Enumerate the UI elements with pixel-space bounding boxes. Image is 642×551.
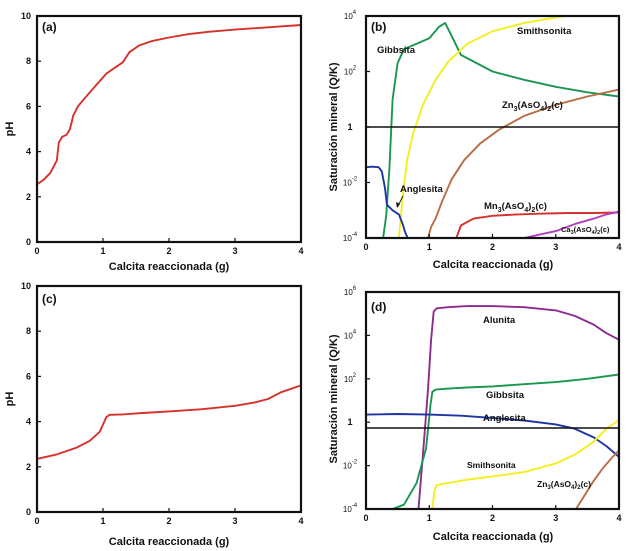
panel-d-series <box>366 305 619 509</box>
panel-b-x-tick-label: 2 <box>490 242 495 252</box>
panel-b-y-tick-label: 1 <box>347 122 352 132</box>
chart-panel-d: 0 1 2 3 4 106 104 102 1 10-2 10-4 (d) Calcita reac… <box>328 286 622 543</box>
panel-c-series-line-ph <box>37 384 301 460</box>
panel-a-y-tick-label: 6 <box>26 101 31 111</box>
panel-a-y-tick-label: 2 <box>26 192 31 202</box>
panel-b-y-tick-label: 104 <box>344 10 357 21</box>
panel-b-series-line-ca3-aso4-2-c <box>523 210 619 238</box>
panel-d-y-tick-label: 104 <box>344 329 357 340</box>
panel-d-x-tick-label: 4 <box>616 513 621 523</box>
panel-a-label: (a) <box>42 20 57 34</box>
panel-c-y-tick-label: 4 <box>26 417 31 427</box>
panel-b-series-line-anglesita <box>366 165 409 238</box>
panel-d-label-alunita: Alunita <box>483 315 516 326</box>
panel-d-series-line-anglesita <box>366 413 619 458</box>
panel-a-x-tick-label: 1 <box>100 246 105 256</box>
panel-a-ticks: 0 1 2 3 4 0 2 4 6 8 10 <box>21 11 304 256</box>
panel-d-y-tick-label: 10-2 <box>343 460 358 471</box>
panel-d-y-tick-label: 1 <box>347 417 352 427</box>
panel-a-series-line-ph <box>37 24 301 186</box>
panel-c-xlabel: Calcita reaccionada (g) <box>109 536 230 548</box>
panel-d-x-tick-label: 0 <box>363 513 368 523</box>
panel-c-x-tick-label: 1 <box>100 516 105 526</box>
panel-b-label-gibbsita: Gibbsita <box>377 45 416 56</box>
panel-d-y-tick-label: 10-4 <box>343 503 358 514</box>
panel-a-x-tick-label: 4 <box>298 246 303 256</box>
panel-b-anglesita-arrowhead <box>396 202 400 208</box>
panel-b-x-tick-label: 3 <box>553 242 558 252</box>
panel-b-label: (b) <box>371 20 386 34</box>
panel-b-y-tick-label: 102 <box>344 66 357 77</box>
panel-d-y-tick-label: 106 <box>344 286 357 297</box>
panel-b-series <box>366 16 619 238</box>
panel-c-x-tick-label: 2 <box>166 516 171 526</box>
panel-c-ticks: 0 1 2 3 4 0 2 4 6 8 10 <box>21 281 304 526</box>
panel-b-series-line-zn3-aso4-2-c <box>427 88 619 238</box>
panel-d-label: (d) <box>371 300 386 314</box>
panel-d-series-line-gibbsita <box>391 373 619 509</box>
panel-c-series <box>37 384 301 460</box>
panel-c-x-tick-label: 3 <box>232 516 237 526</box>
panel-a-xlabel: Calcita reaccionada (g) <box>109 261 230 273</box>
panel-c-x-tick-label: 4 <box>298 516 303 526</box>
panel-b-y-tick-label: 10-4 <box>343 232 358 243</box>
panel-c-ylabel: pH <box>4 392 16 407</box>
panel-b-ylabel: Saturación mineral (Q/K) <box>328 62 340 191</box>
panel-c-y-tick-label: 8 <box>26 326 31 336</box>
panel-c-y-tick-label: 10 <box>21 281 31 291</box>
panel-a-ylabel: pH <box>4 122 16 137</box>
panel-c-frame <box>35 284 303 514</box>
panel-b-label-smithsonita: Smithsonita <box>517 26 572 37</box>
panel-b-series-line-gibbsita <box>382 21 619 238</box>
panel-d-series-line-zn3-aso4-2-c <box>575 449 619 509</box>
panel-d-label-gibbsita: Gibbsita <box>486 390 525 401</box>
panel-a-y-tick-label: 4 <box>26 147 31 157</box>
panel-b-label-ca3aso42: Ca3(AsO4)2(c) <box>561 225 610 236</box>
panel-d-x-tick-label: 2 <box>490 513 495 523</box>
panel-d-ticks: 0 1 2 3 4 106 104 102 1 10-2 10-4 <box>343 286 622 523</box>
chart-panel-b: 0 1 2 3 4 104 102 1 10-2 10-4 (b) Calcita reaccio… <box>328 10 622 271</box>
panel-b-series-line-mn3-aso4-2-c <box>455 211 619 238</box>
panel-d-ylabel: Saturación mineral (Q/K) <box>328 334 340 463</box>
chart-panel-c: 0 1 2 3 4 0 2 4 6 8 10 (c) Calcita reaccionada (g)… <box>4 281 304 548</box>
panel-b-ticks: 0 1 2 3 4 104 102 1 10-2 10-4 <box>343 10 622 252</box>
panel-a-x-tick-label: 2 <box>166 246 171 256</box>
chart-panel-a: 0 1 2 3 4 0 2 4 6 8 10 (a) Calcita reaccionada (g)… <box>4 11 304 273</box>
panel-d-label-smithsonita: Smithsonita <box>467 460 516 470</box>
panel-d-y-tick-label: 102 <box>344 373 357 384</box>
panel-d-x-tick-label: 1 <box>427 513 432 523</box>
panel-a-y-tick-label: 10 <box>21 11 31 21</box>
panel-c-y-tick-label: 6 <box>26 371 31 381</box>
panel-d-xlabel: Calcita reaccionada (g) <box>433 531 554 543</box>
panel-a-x-tick-label: 3 <box>232 246 237 256</box>
panel-b-series-line-smithsonita <box>397 16 574 238</box>
panel-d-label-zn3aso42: Zn3(AsO4)2(c) <box>537 479 591 491</box>
panel-b-x-tick-label: 0 <box>363 242 368 252</box>
panel-a-x-tick-label: 0 <box>34 246 39 256</box>
panel-d-series-line-alunita <box>417 305 619 509</box>
panel-b-label-zn3aso42: Zn3(AsO4)2(c) <box>502 100 563 113</box>
panel-b-x-tick-label: 4 <box>616 242 621 252</box>
panel-a-y-tick-label: 8 <box>26 56 31 66</box>
panel-c-label: (c) <box>42 292 57 306</box>
panel-b-xlabel: Calcita reaccionada (g) <box>433 259 554 271</box>
panel-a-y-tick-label: 0 <box>26 237 31 247</box>
panel-d-label-anglesita: Anglesita <box>483 413 526 424</box>
panel-d-x-tick-label: 3 <box>553 513 558 523</box>
panel-c-y-tick-label: 2 <box>26 462 31 472</box>
panel-c-x-tick-label: 0 <box>34 516 39 526</box>
panel-d-series-line-smithsonita <box>431 419 619 509</box>
panel-c-y-tick-label: 0 <box>26 507 31 517</box>
panel-b-label-mn3aso42: Mn3(AsO4)2(c) <box>484 201 547 214</box>
panel-a-frame <box>35 14 303 244</box>
panel-a-series <box>37 24 301 186</box>
panel-b-x-tick-label: 1 <box>427 242 432 252</box>
panel-b-y-tick-label: 10-2 <box>343 177 358 188</box>
panel-b-label-anglesita: Anglesita <box>400 184 443 195</box>
